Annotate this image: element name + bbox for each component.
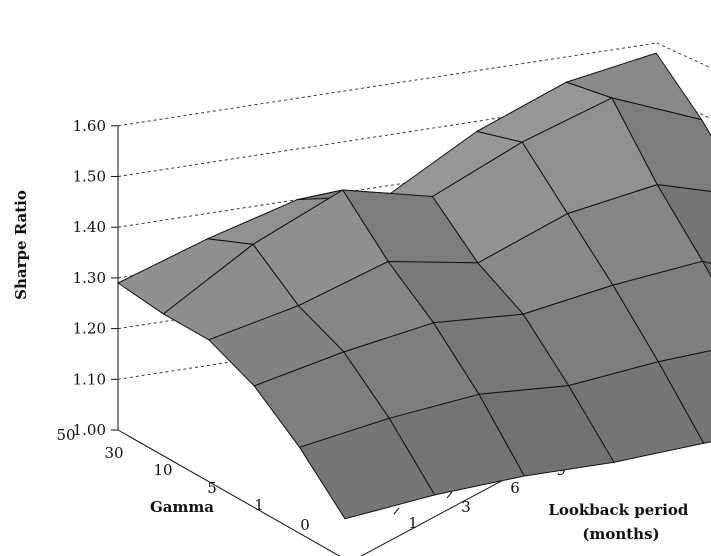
surface-facet bbox=[702, 260, 711, 278]
surface-facet bbox=[611, 97, 711, 192]
lookback-tick-mark bbox=[393, 507, 400, 515]
surface-facet bbox=[612, 260, 711, 363]
z-gridline-1.50 bbox=[117, 93, 657, 177]
gamma-tick-label: 1 bbox=[254, 496, 264, 514]
surface-facet bbox=[657, 350, 711, 444]
z-tick-label: 1.30 bbox=[73, 269, 106, 287]
labels-layer: Sharpe Ratio Gamma Lookback period (mont… bbox=[12, 190, 693, 543]
x-axis-title: Lookback period (months) bbox=[548, 501, 693, 543]
z-gridline-1.40 bbox=[117, 143, 657, 228]
x-axis-title-line2: (months) bbox=[582, 525, 659, 543]
gamma-tick-label: 5 bbox=[207, 479, 217, 497]
gamma-tick-label: 30 bbox=[104, 444, 123, 462]
gamma-tick-label: 10 bbox=[153, 461, 172, 479]
z-tick-label: 1.50 bbox=[73, 168, 106, 186]
z-tick-label: 1.40 bbox=[73, 218, 106, 236]
gamma-tick-label: 0 bbox=[300, 516, 310, 534]
z-gridline-1.60 bbox=[117, 42, 657, 127]
x-axis-title-line1: Lookback period bbox=[548, 501, 689, 519]
y-axis-title: Gamma bbox=[150, 498, 214, 516]
surface-facet bbox=[656, 184, 711, 265]
lookback-tick-label: 6 bbox=[510, 479, 520, 497]
z-axis-title: Sharpe Ratio bbox=[12, 190, 30, 300]
lookback-tick-mark bbox=[446, 491, 453, 499]
gamma-axis-line bbox=[117, 429, 341, 556]
surface-layer bbox=[117, 52, 711, 520]
z-tick-label: 1.60 bbox=[73, 117, 106, 135]
z-tick-label: 1.10 bbox=[73, 370, 106, 388]
lookback-tick-label: 1 bbox=[408, 514, 418, 532]
z-tick-label: 1.00 bbox=[73, 421, 106, 439]
z-tick-label: 1.20 bbox=[73, 320, 106, 338]
lookback-tick-label: 3 bbox=[461, 498, 471, 516]
gamma-tick-label: 50 bbox=[56, 426, 75, 444]
